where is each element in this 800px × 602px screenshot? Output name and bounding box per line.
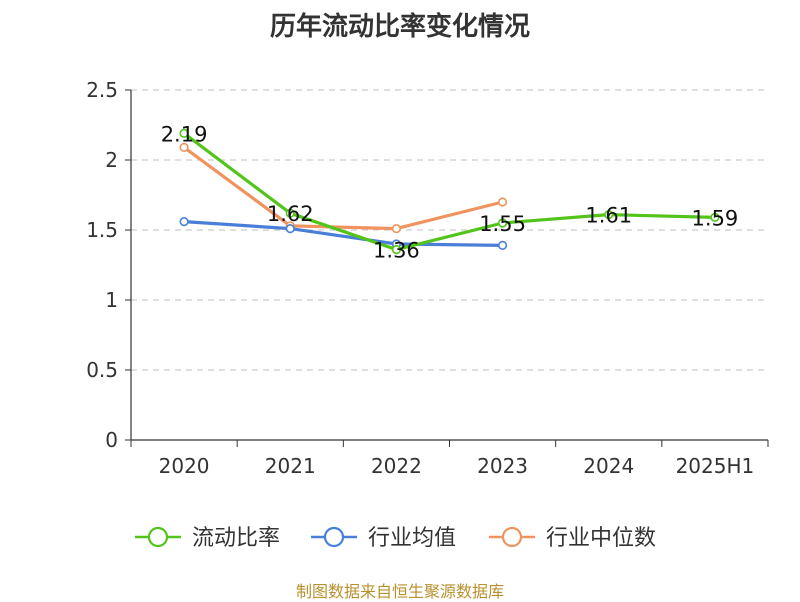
- x-tick-label: 2020: [159, 454, 210, 478]
- data-point[interactable]: [179, 128, 189, 138]
- data-point[interactable]: [391, 245, 402, 255]
- legend-item[interactable]: 行业中位数: [489, 526, 656, 551]
- legend[interactable]: 流动比率 行业均值 行业中位数: [135, 526, 656, 551]
- data-label: 1.62: [267, 202, 314, 226]
- y-tick-label: 1.5: [86, 218, 118, 242]
- data-point[interactable]: [179, 217, 189, 227]
- data-label: 1.61: [585, 204, 632, 228]
- data-label: 2.19: [161, 122, 208, 146]
- x-tick-label: 2021: [265, 454, 316, 478]
- legend-item[interactable]: 流动比率: [135, 526, 280, 551]
- legend-label: 流动比率: [192, 526, 280, 551]
- legend-swatch-marker: [501, 526, 523, 548]
- series-lines: [179, 128, 720, 255]
- data-label: 1.59: [692, 206, 739, 230]
- data-point[interactable]: [604, 210, 614, 220]
- chart-title: 历年流动比率变化情况: [269, 12, 530, 42]
- series-line: [183, 146, 503, 231]
- series-line: [183, 220, 503, 247]
- grid-lines: [131, 89, 768, 371]
- data-point[interactable]: [497, 197, 508, 207]
- data-point[interactable]: [285, 208, 295, 218]
- y-tick-label: 0: [105, 428, 118, 452]
- y-tick-label: 0.5: [86, 358, 118, 382]
- x-tick-label: 2024: [583, 454, 634, 478]
- x-tick-label: 2025H1: [676, 454, 755, 478]
- data-labels: 2.19 1.62 1.36 1.55 1.61 1.59: [161, 122, 739, 262]
- y-tick-label: 2.5: [86, 78, 118, 102]
- data-label: 1.36: [373, 239, 420, 263]
- legend-label: 行业中位数: [546, 526, 656, 551]
- legend-item[interactable]: 行业均值: [311, 526, 456, 551]
- data-label: 1.55: [479, 212, 526, 236]
- axes: 0 0.5 1 1.5 2 2.5 2020 2021 2022 2023 2024 2025H1: [86, 78, 769, 478]
- data-point[interactable]: [497, 218, 508, 228]
- legend-label: 行业均值: [368, 526, 456, 551]
- data-point[interactable]: [179, 142, 189, 152]
- data-point[interactable]: [391, 224, 402, 234]
- source-note: 制图数据来自恒生聚源数据库: [295, 582, 504, 601]
- data-point[interactable]: [710, 212, 720, 222]
- x-tick-label: 2023: [477, 454, 528, 478]
- legend-swatch-marker: [147, 526, 169, 548]
- series-line: [183, 132, 715, 252]
- data-point[interactable]: [497, 240, 508, 250]
- y-tick-label: 1: [105, 288, 118, 312]
- data-point[interactable]: [285, 224, 295, 234]
- x-tick-label: 2022: [371, 454, 422, 478]
- legend-swatch-marker: [323, 526, 345, 548]
- y-tick-label: 2: [105, 148, 118, 172]
